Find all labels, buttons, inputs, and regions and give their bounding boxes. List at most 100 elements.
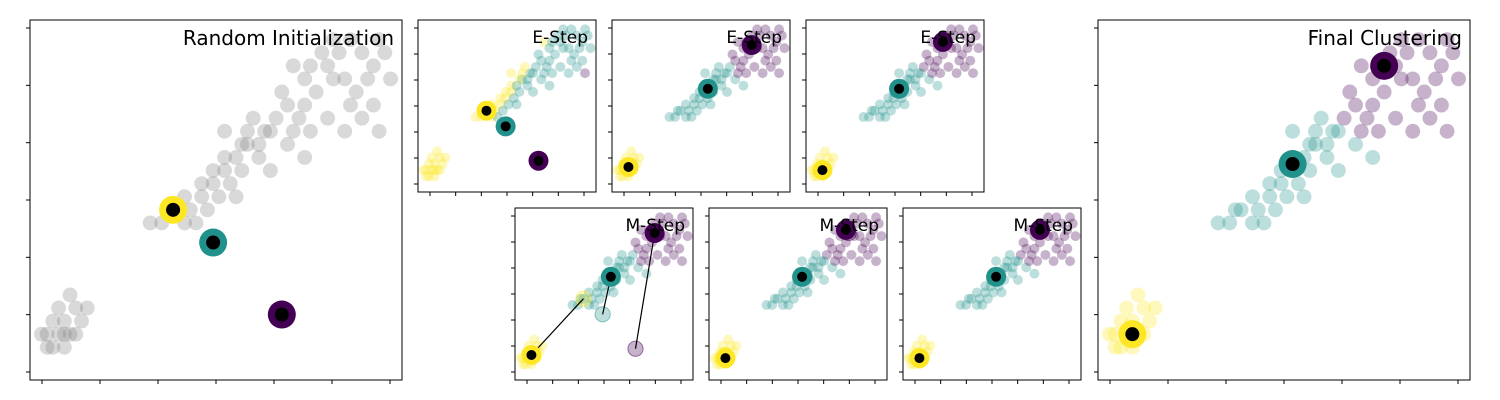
data-point [320, 58, 336, 74]
data-point [1004, 249, 1015, 260]
data-point [808, 256, 819, 267]
data-point [980, 287, 991, 298]
data-point [913, 68, 924, 79]
data-point [722, 68, 732, 79]
data-point [911, 340, 922, 351]
data-point [1065, 256, 1076, 267]
data-point [971, 287, 982, 298]
data-point [280, 97, 295, 113]
data-point [980, 281, 991, 292]
data-point [927, 68, 937, 79]
data-point [832, 249, 843, 260]
data-point [821, 249, 832, 260]
data-point [1399, 45, 1415, 61]
cluster-center-dot [533, 155, 544, 166]
data-point [343, 97, 358, 113]
panel-title-e-step-3: E-Step [920, 28, 976, 48]
data-point [937, 49, 948, 60]
data-point [765, 30, 776, 41]
data-point [971, 299, 982, 310]
data-point [234, 163, 250, 178]
data-point [763, 49, 774, 60]
data-point [205, 163, 221, 178]
data-point [188, 215, 204, 231]
cluster-center-dot [937, 36, 948, 47]
data-point [580, 24, 591, 35]
panel-title-final-clustering: Final Clustering [1308, 26, 1462, 50]
data-point [1308, 136, 1323, 152]
data-point [828, 152, 839, 163]
data-point [663, 243, 674, 254]
data-point [1370, 123, 1386, 139]
data-point [918, 61, 929, 72]
data-point [1405, 123, 1421, 139]
data-point [575, 293, 586, 304]
data-point [1051, 243, 1062, 254]
data-point [325, 32, 341, 48]
data-point [1273, 176, 1289, 192]
data-point [1233, 202, 1249, 218]
data-point [786, 287, 797, 298]
data-point [1102, 326, 1117, 342]
data-point [1067, 218, 1078, 229]
data-point [1353, 123, 1369, 139]
data-point [371, 32, 387, 48]
data-point [1411, 32, 1426, 48]
data-point [506, 80, 517, 91]
data-point [594, 293, 605, 304]
cluster-center-dot [605, 271, 616, 282]
data-point [697, 99, 708, 110]
data-point [426, 165, 437, 176]
data-point [1325, 123, 1341, 139]
data-point [917, 334, 928, 345]
data-point [533, 49, 544, 60]
data-point [686, 111, 697, 122]
data-point [1376, 84, 1392, 100]
data-point [1245, 189, 1260, 205]
data-point [228, 150, 244, 165]
data-point [924, 55, 935, 66]
data-point [968, 68, 979, 79]
data-point [217, 123, 233, 139]
data-point [827, 262, 838, 273]
data-point [864, 111, 874, 122]
data-point [1256, 215, 1272, 231]
data-point [432, 165, 443, 176]
data-point [813, 262, 824, 273]
data-point [722, 86, 732, 97]
data-point [899, 99, 910, 110]
panel-frame [514, 207, 694, 381]
data-point [517, 68, 528, 79]
data-point [68, 300, 84, 316]
data-point [731, 340, 742, 351]
data-point [907, 61, 918, 72]
data-point [689, 99, 700, 110]
data-point [429, 165, 440, 176]
data-point [262, 163, 278, 178]
data-point [383, 71, 398, 87]
data-point [539, 68, 549, 79]
data-point [539, 36, 549, 47]
data-point [418, 165, 429, 176]
data-point [677, 256, 688, 267]
data-point [285, 58, 301, 74]
data-point [655, 212, 666, 223]
data-point [291, 110, 307, 126]
data-point [222, 176, 238, 192]
data-point [536, 55, 547, 66]
data-point [634, 152, 645, 163]
data-point [589, 299, 600, 310]
data-point [780, 293, 791, 304]
data-point [325, 71, 341, 87]
data-point [522, 80, 533, 91]
data-point [866, 105, 877, 116]
chart-panel-m-step-3 [899, 207, 1082, 384]
data-point [713, 61, 724, 72]
data-point [808, 262, 819, 273]
data-point [45, 313, 61, 329]
data-point [245, 110, 261, 126]
data-point [354, 110, 370, 126]
data-point [1051, 212, 1062, 223]
cluster-center-dot [500, 121, 511, 132]
